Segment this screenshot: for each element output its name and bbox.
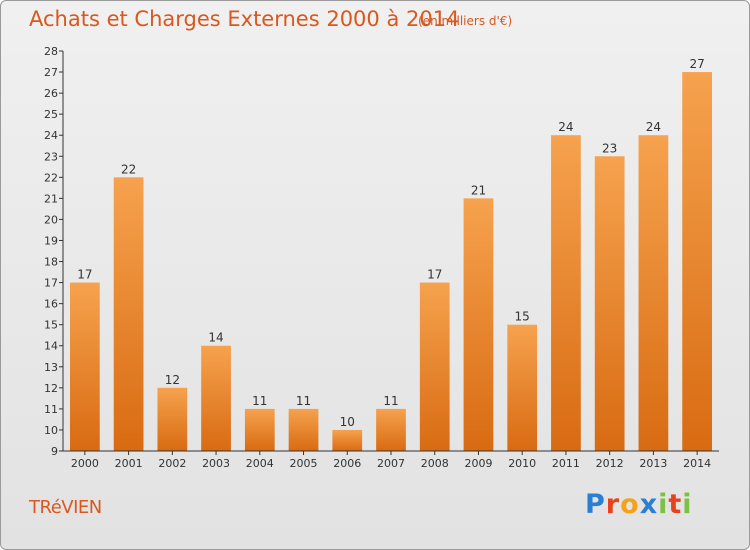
y-tick-label: 16 — [44, 298, 58, 311]
x-tick-label: 2004 — [246, 457, 274, 470]
bar — [201, 345, 231, 451]
y-tick-label: 27 — [44, 66, 58, 79]
y-tick-label: 14 — [44, 340, 58, 353]
bar — [594, 156, 625, 451]
x-tick-label: 2014 — [683, 457, 711, 470]
bar — [332, 429, 363, 451]
bar-value-label: 24 — [558, 120, 573, 134]
bar-value-label: 27 — [689, 57, 704, 71]
y-tick-label: 13 — [44, 361, 58, 374]
logo-letter: r — [605, 489, 621, 520]
y-tick-label: 11 — [44, 403, 58, 416]
bar — [157, 387, 188, 451]
bar — [463, 198, 494, 451]
x-tick-label: 2005 — [290, 457, 318, 470]
y-tick-label: 17 — [44, 277, 58, 290]
x-tick-label: 2008 — [421, 457, 449, 470]
y-tick-label: 12 — [44, 382, 58, 395]
bar — [113, 177, 144, 451]
bar — [288, 408, 319, 451]
bar-value-label: 21 — [471, 183, 486, 197]
x-tick-label: 2000 — [71, 457, 99, 470]
bar-value-label: 23 — [602, 141, 617, 155]
y-axis: 9 10 11 12 13 14 15 16 17 18 19 20 21 22 23 24 25 26 27 28 — [44, 45, 64, 458]
bar-value-label: 10 — [340, 415, 355, 429]
y-tick-label: 19 — [44, 234, 58, 247]
x-tick-label: 2001 — [115, 457, 143, 470]
bar-value-label: 17 — [77, 268, 92, 282]
x-tick-label: 2013 — [639, 457, 667, 470]
y-tick-label: 10 — [44, 424, 58, 437]
y-tick-label: 25 — [44, 108, 58, 121]
commune-name: TRéVIEN — [29, 497, 102, 518]
x-tick-label: 2009 — [464, 457, 492, 470]
bar-value-label: 22 — [121, 162, 136, 176]
bar-value-label: 14 — [208, 331, 223, 345]
bar — [376, 408, 406, 451]
proxiti-logo: Proxiti — [585, 489, 693, 520]
bar-value-label: 11 — [383, 394, 398, 408]
bar — [551, 135, 581, 452]
logo-letter: o — [620, 489, 640, 520]
x-tick-label: 2007 — [377, 457, 405, 470]
chart-subtitle: (en milliers d'€) — [418, 14, 513, 28]
logo-letter: P — [585, 489, 606, 520]
x-tick-label: 2011 — [552, 457, 580, 470]
bar-value-label: 15 — [515, 310, 530, 324]
y-tick-label: 22 — [44, 171, 58, 184]
bars: 17 22 12 14 11 11 10 11 17 21 15 24 23 24 27 — [69, 57, 713, 452]
bar — [507, 324, 538, 451]
logo-letter: x — [639, 489, 659, 520]
x-tick-label: 2006 — [333, 457, 361, 470]
bar — [638, 135, 669, 452]
y-tick-label: 20 — [44, 213, 58, 226]
y-tick-label: 26 — [44, 87, 58, 100]
logo-letter: i — [682, 489, 693, 520]
bar-value-label: 11 — [252, 394, 267, 408]
x-tick-label: 2003 — [202, 457, 230, 470]
y-tick-label: 28 — [44, 45, 58, 58]
bar-value-label: 11 — [296, 394, 311, 408]
x-tick-label: 2002 — [158, 457, 186, 470]
bar — [69, 282, 100, 451]
x-axis: 2000 2001 2002 2003 2004 2005 2006 2007 2008 2009… — [63, 450, 719, 470]
y-tick-label: 24 — [44, 129, 58, 142]
logo-letter: t — [668, 489, 683, 520]
bar-value-label: 24 — [646, 120, 661, 134]
y-tick-label: 23 — [44, 150, 58, 163]
x-tick-label: 2010 — [508, 457, 536, 470]
bar — [682, 72, 713, 451]
bar-value-label: 12 — [165, 373, 180, 387]
chart-title: Achats et Charges Externes 2000 à 2014 — [29, 7, 460, 31]
y-tick-label: 15 — [44, 319, 58, 332]
x-tick-label: 2012 — [596, 457, 624, 470]
y-tick-label: 21 — [44, 192, 58, 205]
bar — [244, 408, 275, 451]
bar — [419, 282, 450, 451]
y-tick-label: 18 — [44, 256, 58, 269]
y-tick-label: 9 — [51, 445, 58, 458]
logo-letter: i — [658, 489, 669, 520]
bar-value-label: 17 — [427, 268, 442, 282]
